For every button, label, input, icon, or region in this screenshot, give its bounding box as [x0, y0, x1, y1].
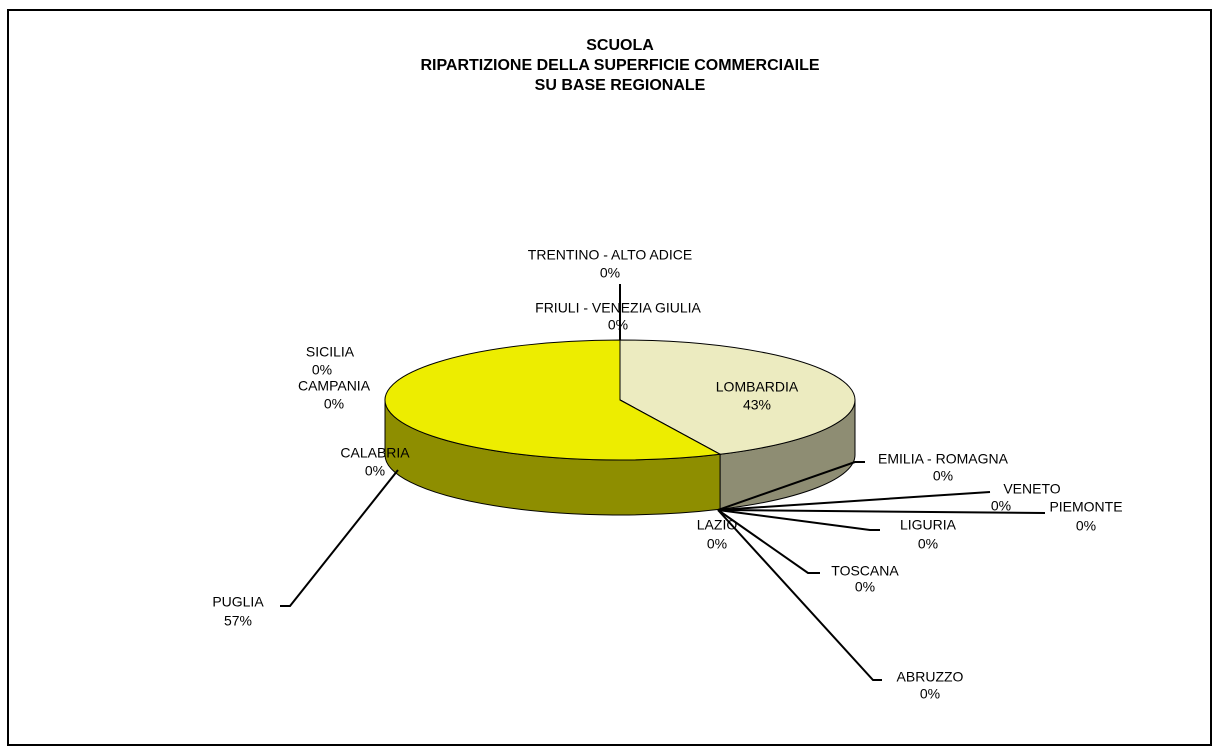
data-label-name: LOMBARDIA	[716, 379, 799, 395]
leader-lines	[280, 284, 1046, 681]
slice	[619, 339, 856, 455]
data-label-name: LIGURIA	[900, 517, 957, 533]
data-label-name: CAMPANIA	[298, 378, 371, 394]
data-label-name: EMILIA - ROMAGNA	[878, 451, 1009, 467]
data-label-value: 0%	[324, 396, 344, 412]
data-label-name: CALABRIA	[340, 445, 410, 461]
data-label-value: 0%	[1076, 518, 1096, 534]
data-label-value: 43%	[743, 397, 771, 413]
data-label-value: 0%	[312, 362, 332, 378]
slice	[384, 339, 722, 461]
data-label-value: 0%	[365, 463, 385, 479]
data-label-name: PUGLIA	[212, 594, 264, 610]
data-label-value: 0%	[991, 498, 1011, 514]
data-label-name: TOSCANA	[831, 563, 899, 579]
data-label-name: LAZIO	[697, 517, 738, 533]
data-label-value: 0%	[608, 317, 628, 333]
data-label-name: TRENTINO - ALTO ADICE	[528, 247, 692, 263]
data-label-value: 0%	[707, 536, 727, 552]
data-label-value: 57%	[224, 613, 252, 629]
chart-title: SCUOLA	[586, 37, 654, 54]
data-label-value: 0%	[918, 536, 938, 552]
data-label-value: 0%	[600, 265, 620, 281]
data-label-name: PIEMONTE	[1049, 499, 1122, 515]
data-label-name: SICILIA	[306, 344, 355, 360]
data-label-name: ABRUZZO	[897, 669, 964, 685]
data-label-value: 0%	[855, 579, 875, 595]
data-label-name: FRIULI - VENEZIA GIULIA	[535, 300, 701, 316]
chart-title: SU BASE REGIONALE	[535, 77, 706, 94]
data-label-name: VENETO	[1003, 481, 1060, 497]
data-label-value: 0%	[920, 686, 940, 702]
chart-title: RIPARTIZIONE DELLA SUPERFICIE COMMERCIAI…	[420, 57, 819, 74]
data-label-value: 0%	[933, 468, 953, 484]
